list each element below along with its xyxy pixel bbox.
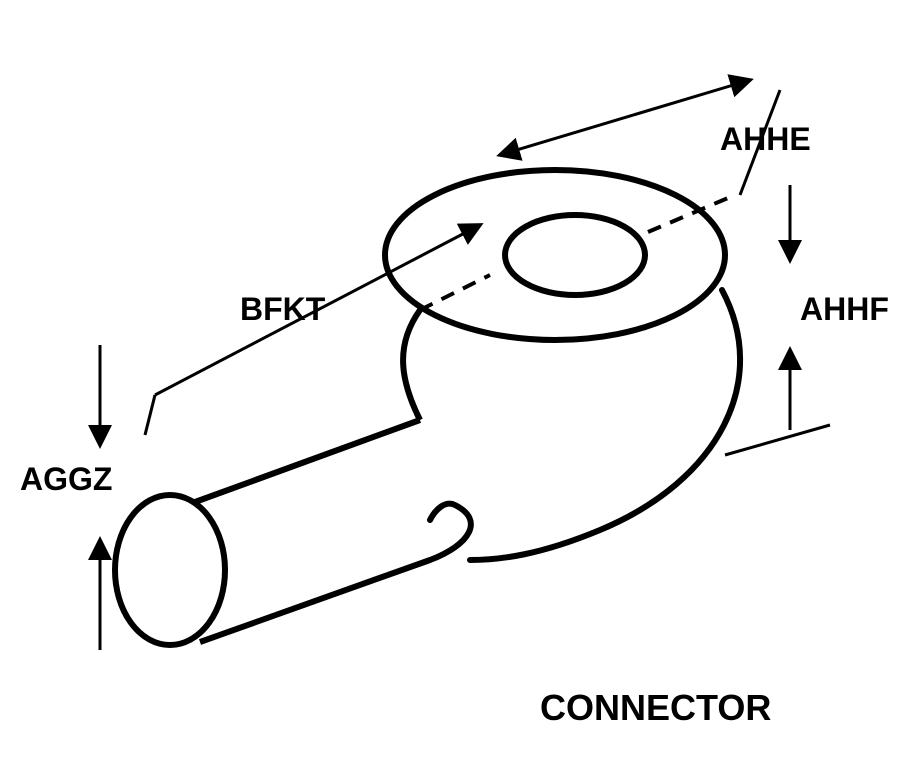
dim-ahhe bbox=[500, 80, 750, 155]
tube-top-edge bbox=[195, 420, 420, 502]
tube-bottom-edge bbox=[200, 560, 430, 642]
label-ahhe: AHHE bbox=[720, 121, 811, 157]
ring-inner bbox=[505, 215, 645, 295]
label-bfkt: BFKT bbox=[240, 291, 326, 327]
label-title: CONNECTOR bbox=[540, 687, 771, 728]
ring-outer bbox=[385, 170, 725, 340]
dim-bfkt-ext bbox=[145, 395, 155, 435]
label-aggz: AGGZ bbox=[20, 461, 112, 497]
hidden-line-left bbox=[420, 275, 490, 310]
dimension-lines bbox=[100, 80, 830, 650]
label-ahhf: AHHF bbox=[800, 291, 889, 327]
tube-end-ellipse bbox=[115, 495, 225, 645]
wrap-curl bbox=[430, 504, 471, 560]
dim-ahhf-ext bbox=[725, 425, 830, 455]
connector-body bbox=[115, 170, 740, 645]
lobe-right bbox=[470, 290, 740, 560]
neck-top bbox=[403, 310, 420, 420]
